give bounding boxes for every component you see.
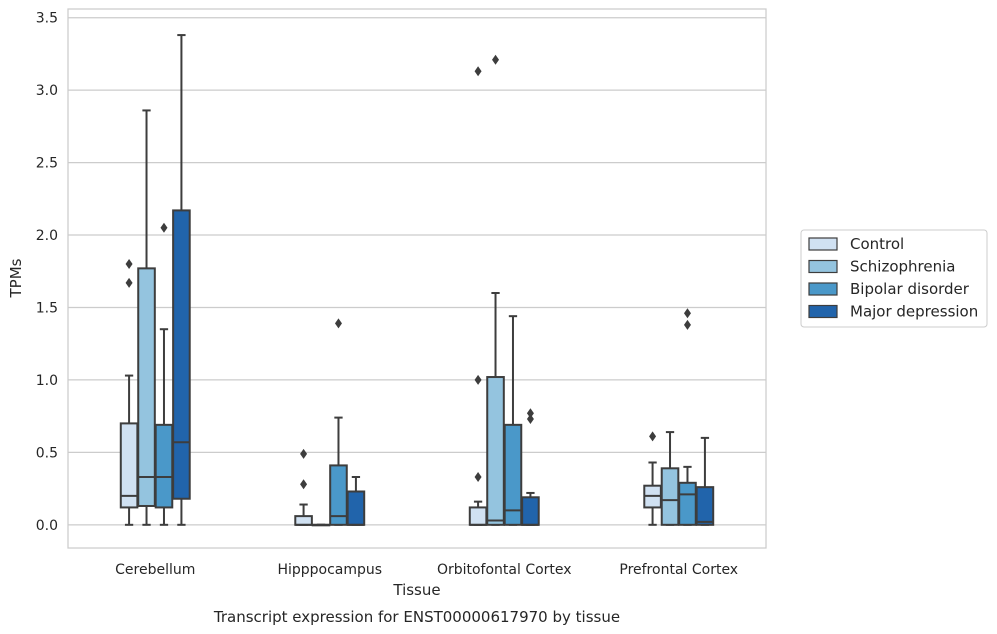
- outlier-point: [125, 277, 133, 288]
- y-tick-label: 0.5: [36, 445, 58, 461]
- outlier-point: [683, 308, 691, 319]
- legend-swatch: [808, 304, 838, 319]
- outlier-point: [125, 259, 133, 270]
- x-tick-labels: Cerebellum Hipppocampus Orbitofontal Corte…: [115, 562, 738, 578]
- box-body: [678, 481, 697, 526]
- outlier-point: [300, 479, 308, 490]
- box-control: [294, 448, 313, 526]
- box-bipolar-disorder: [678, 308, 697, 526]
- outlier-point: [526, 414, 534, 425]
- box-major-depression: [172, 34, 191, 526]
- x-axis-label: Tissue: [392, 581, 440, 599]
- box-schizophrenia: [137, 109, 156, 526]
- legend: Control Schizophrenia Bipolar disorder Majo…: [800, 229, 988, 328]
- y-tick-labels: 0.0 0.5 1.0 1.5 2.0 2.5 3.0 3.5: [36, 11, 58, 534]
- plot-frame: [67, 8, 767, 549]
- box-body: [119, 422, 139, 509]
- box-control: [468, 66, 488, 526]
- legend-label: Schizophrenia: [850, 258, 955, 276]
- outlier-point: [474, 374, 482, 385]
- outlier-point: [474, 472, 482, 483]
- box-control: [643, 431, 662, 526]
- box-body: [154, 423, 174, 509]
- box-body: [695, 486, 715, 526]
- y-tick-label: 1.5: [36, 300, 58, 316]
- y-tick-label: 1.0: [36, 373, 58, 389]
- legend-swatch: [808, 259, 838, 274]
- box-body: [172, 209, 191, 500]
- y-tick-label: 3.0: [36, 83, 58, 99]
- outlier-point: [649, 431, 657, 442]
- box-body: [468, 506, 488, 526]
- box-body: [294, 515, 313, 526]
- outlier-point: [492, 54, 500, 65]
- box-body: [137, 267, 156, 507]
- box-body: [503, 423, 523, 526]
- box-major-depression: [346, 476, 366, 526]
- x-tick-label: Hipppocampus: [277, 562, 382, 578]
- box-major-depression: [521, 408, 540, 526]
- box-body: [486, 376, 505, 526]
- y-tick-label: 3.5: [36, 11, 58, 27]
- box-body: [346, 490, 366, 526]
- x-tick-label: Cerebellum: [115, 562, 195, 578]
- legend-label: Major depression: [850, 303, 978, 321]
- box-control: [119, 259, 139, 526]
- box-groups: [119, 34, 715, 527]
- box-major-depression: [695, 436, 715, 526]
- chart-caption: Transcript expression for ENST0000061797…: [213, 608, 620, 626]
- box-schizophrenia: [311, 523, 331, 527]
- legend-label: Bipolar disorder: [850, 280, 970, 298]
- box-schizophrenia: [660, 431, 680, 526]
- box-body: [660, 467, 680, 526]
- outlier-point: [683, 319, 691, 330]
- y-tick-label: 2.5: [36, 156, 58, 172]
- box-body: [521, 496, 540, 526]
- box-bipolar-disorder: [503, 315, 523, 526]
- legend-frame: [800, 229, 988, 328]
- y-axis-label: TPMs: [7, 258, 25, 298]
- legend-label: Control: [850, 235, 904, 253]
- outlier-point: [334, 318, 342, 329]
- x-tick-label: Prefrontal Cortex: [619, 562, 738, 578]
- outlier-point: [526, 408, 534, 419]
- legend-swatch: [808, 282, 838, 296]
- outlier-point: [474, 66, 482, 77]
- legend-swatch: [808, 237, 838, 251]
- x-tick-label: Orbitofontal Cortex: [437, 562, 572, 578]
- outlier-point: [160, 222, 168, 233]
- y-tick-label: 2.0: [36, 228, 58, 244]
- outlier-point: [300, 448, 308, 459]
- y-tick-label: 0.0: [36, 518, 58, 534]
